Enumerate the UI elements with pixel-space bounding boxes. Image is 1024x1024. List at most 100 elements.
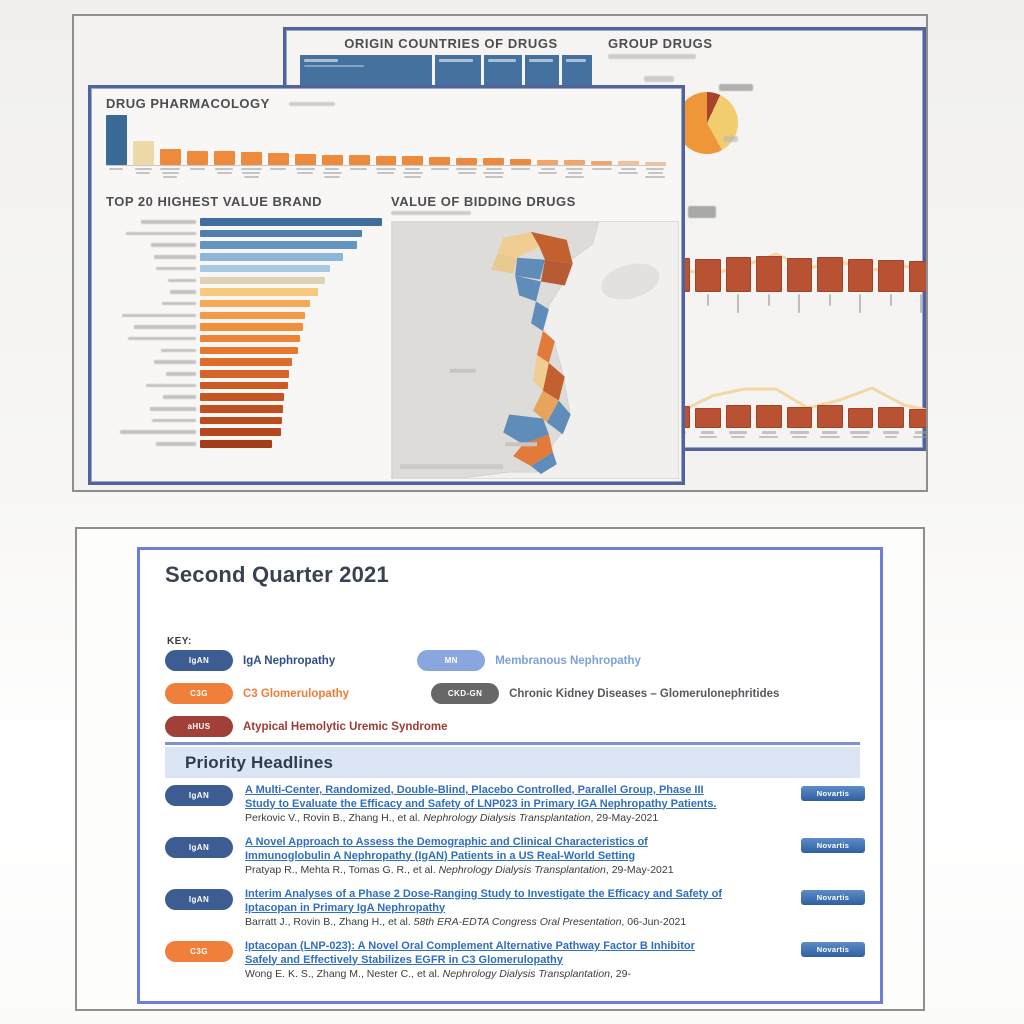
top20-row	[111, 345, 471, 357]
key-tag-label: IgA Nephropathy	[243, 654, 336, 667]
top20-bar	[200, 440, 272, 448]
tick-label-blur	[243, 175, 259, 178]
key-tag-label: Atypical Hemolytic Uremic Syndrome	[243, 720, 448, 733]
tick-label-blur	[350, 168, 368, 171]
tick-label-blur	[759, 435, 779, 438]
axis-label-blur	[756, 294, 782, 324]
top20-label-box	[111, 418, 200, 423]
tick-label-blur	[136, 171, 151, 174]
axis-label-blur	[848, 431, 874, 447]
tick-label-blur	[565, 175, 585, 178]
article-org-badge[interactable]: Novartis	[801, 838, 865, 853]
top20-label-box	[111, 243, 200, 247]
pharmacology-bar	[591, 161, 613, 165]
occluded-section-title-fragment	[688, 206, 716, 218]
pie-value-blur	[719, 84, 753, 91]
vietnam-map-graphic	[392, 222, 678, 478]
top20-label-blur	[128, 336, 196, 341]
article-citation: Barratt J., Rovin B., Zhang H., et al. 5…	[245, 916, 687, 928]
vertical-tick-label-blur	[767, 294, 770, 306]
top20-row	[111, 263, 471, 275]
pharmacology-bar	[348, 155, 370, 165]
article-row: C3G Iptacopan (LNP-023): A Novel Oral Co…	[165, 940, 865, 981]
section-divider	[165, 742, 860, 745]
tick-label-blur	[882, 431, 899, 434]
tick-label-blur	[618, 171, 639, 174]
tick-label-blur	[819, 435, 840, 438]
tick-label-blur	[405, 168, 421, 171]
pharmacology-axis-label-blur	[187, 168, 208, 178]
pharmacology-bar	[429, 157, 451, 165]
top20-row	[111, 251, 471, 263]
tick-label-blur	[647, 171, 663, 174]
article-org-badge[interactable]: Novartis	[801, 890, 865, 905]
axis-label-blur	[878, 431, 904, 447]
tick-label-blur	[483, 171, 505, 174]
tick-label-blur	[620, 168, 636, 171]
tick-label-blur	[134, 168, 152, 171]
key-row-col2: MN Membranous Nephropathy	[417, 650, 641, 671]
tick-label-blur	[216, 171, 232, 174]
top20-label-box	[111, 220, 200, 224]
tick-label-blur	[375, 168, 396, 171]
tick-label-blur	[240, 168, 262, 171]
tick-label-blur	[430, 168, 449, 171]
top20-bar	[200, 405, 283, 413]
article-title-link[interactable]: Iptacopan (LNP-023): A Novel Oral Comple…	[245, 940, 695, 966]
article-org-badge[interactable]: Novartis	[801, 786, 865, 801]
article-title-link[interactable]: Interim Analyses of a Phase 2 Dose-Rangi…	[245, 888, 722, 914]
top20-label-blur	[122, 313, 196, 318]
article-tag-pill: IgAN	[165, 837, 233, 858]
tick-label-blur	[791, 435, 807, 438]
tick-label-blur	[540, 168, 555, 171]
tick-label-blur	[163, 175, 178, 178]
pharmacology-bar	[645, 162, 667, 165]
top20-label-blur	[152, 418, 196, 423]
top20-label-blur	[168, 278, 196, 283]
treemap-cell-label-blur	[529, 59, 553, 62]
key-row: C3G C3 Glomerulopathy CKD-GN Chronic Kid…	[165, 683, 860, 704]
top20-row	[111, 368, 471, 380]
article-title-link[interactable]: A Novel Approach to Assess the Demograph…	[245, 836, 648, 862]
tick-label-blur	[701, 431, 715, 434]
tick-label-blur	[566, 168, 584, 171]
mini-bar	[908, 261, 926, 292]
tick-label-blur	[789, 431, 809, 434]
top20-label-blur	[156, 266, 196, 271]
article-title-link[interactable]: A Multi-Center, Randomized, Double-Blind…	[245, 784, 717, 810]
top20-label-blur	[154, 360, 196, 364]
dashboards-panel: ORIGIN COUNTRIES OF DRUGS GROUP DRUGS DR…	[72, 14, 928, 492]
tick-label-blur	[915, 431, 926, 434]
pharmacology-axis-label-blur	[349, 168, 370, 178]
key-tag-pill: CKD-GN	[431, 683, 500, 704]
top20-label-box	[111, 231, 200, 236]
pharmacology-bar	[456, 158, 478, 165]
top20-label-blur	[134, 325, 196, 329]
axis-label-blur	[909, 294, 927, 324]
axis-label-blur	[817, 431, 843, 447]
article-tag-pill: IgAN	[165, 889, 233, 910]
top20-bar	[200, 276, 325, 285]
group-drugs-subtitle-blur	[608, 54, 696, 59]
top20-label-box	[111, 348, 200, 353]
article-org-badge[interactable]: Novartis	[801, 942, 865, 957]
top20-label-box	[111, 278, 200, 283]
mini-bar	[725, 257, 751, 292]
top20-label-blur	[170, 290, 196, 294]
tick-label-blur	[567, 171, 582, 174]
tick-label-blur	[538, 171, 558, 174]
pharmacology-axis-label-blur	[240, 168, 262, 178]
origin-countries-title: ORIGIN COUNTRIES OF DRUGS	[344, 36, 558, 51]
tick-label-blur	[324, 175, 341, 178]
vertical-tick-label-blur	[706, 294, 709, 306]
pharmacology-bar	[132, 141, 154, 165]
top20-bar	[200, 334, 300, 343]
mini-bar	[847, 259, 873, 292]
mini-bar	[786, 407, 812, 428]
tick-label-blur	[852, 435, 869, 438]
top20-label-box	[111, 325, 200, 329]
pharmacology-axis-label-blur	[456, 168, 478, 178]
mini-bar	[817, 257, 843, 292]
tick-label-blur	[646, 168, 665, 171]
article-citation: Pratyap R., Mehta R., Tomas G. R., et al…	[245, 864, 674, 876]
